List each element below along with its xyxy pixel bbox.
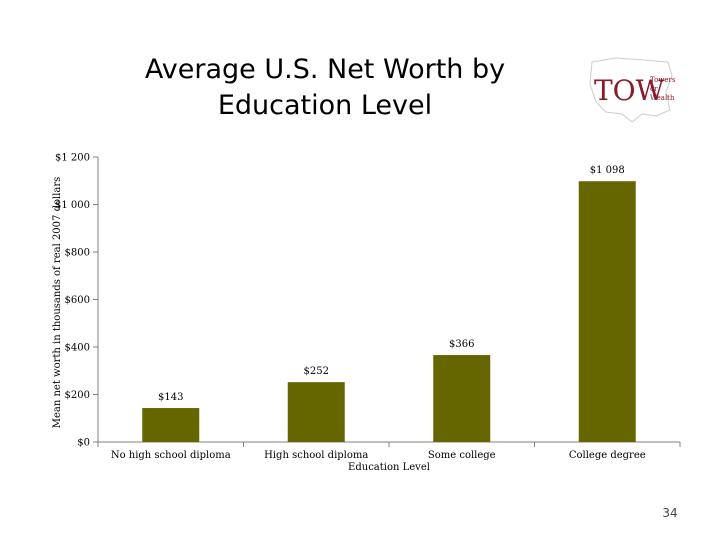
y-tick-label: $0 — [77, 438, 90, 449]
data-label: $252 — [304, 366, 329, 377]
y-tick-label: $1 200 — [55, 153, 90, 164]
us-map-outline-icon — [589, 57, 673, 123]
x-category-label: Some college — [428, 450, 496, 461]
data-label: $366 — [449, 339, 474, 350]
y-tick-label: $800 — [65, 248, 90, 259]
x-category-label: College degree — [569, 450, 646, 461]
bar — [142, 408, 200, 442]
y-tick-label: $400 — [65, 343, 90, 354]
logo-main-text: TOW — [594, 74, 665, 107]
logo-sub-text-1: Towers — [650, 76, 676, 84]
page-number: 34 — [662, 506, 678, 520]
bar — [578, 181, 636, 442]
x-category-label: No high school diploma — [111, 450, 231, 461]
data-label: $143 — [158, 392, 183, 403]
bar — [433, 355, 491, 442]
logo-sub-text-2: or — [650, 85, 658, 93]
y-tick-label: $1 000 — [55, 200, 90, 211]
x-category-label: High school diploma — [264, 450, 368, 461]
y-tick-label: $600 — [65, 295, 90, 306]
tow-logo: TOW Towers or Wealth — [589, 57, 676, 123]
logo-sub-text-3: Wealth — [650, 94, 675, 102]
y-axis-title: Mean net worth in thousands of real 2007… — [52, 177, 63, 429]
y-tick-label: $200 — [65, 390, 90, 401]
data-label: $1 098 — [590, 165, 625, 176]
x-axis-title: Education Level — [348, 462, 430, 473]
slide-title: Average U.S. Net Worth by Education Leve… — [144, 54, 506, 121]
bar — [287, 382, 345, 442]
